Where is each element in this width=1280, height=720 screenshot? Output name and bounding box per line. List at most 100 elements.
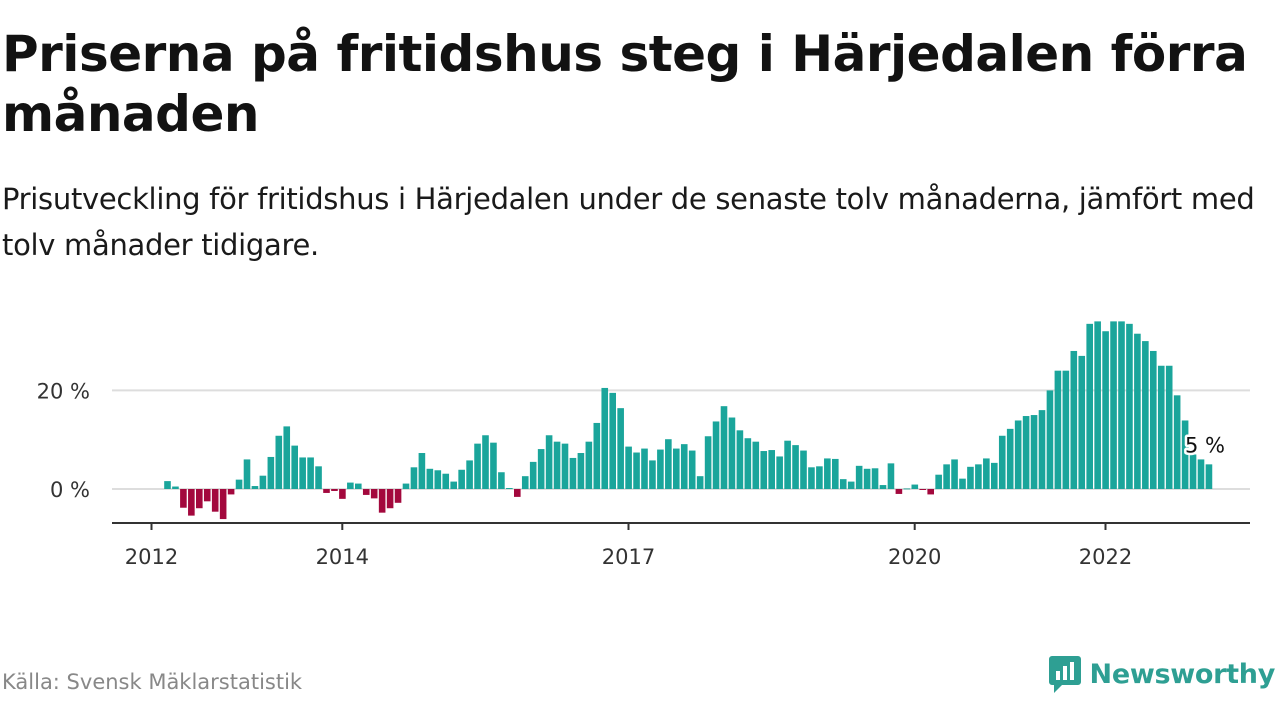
- bar: [283, 426, 291, 489]
- x-tick-label: 2012: [125, 545, 178, 569]
- bar: [601, 387, 609, 489]
- chart-bars: [164, 321, 1213, 520]
- bar: [657, 449, 664, 489]
- bar: [1062, 370, 1070, 489]
- bar: [307, 457, 314, 489]
- bar: [680, 444, 688, 489]
- bar: [267, 456, 275, 489]
- bar: [402, 483, 410, 489]
- bar: [744, 438, 752, 489]
- bar: [1118, 321, 1125, 489]
- bar: [1205, 464, 1213, 489]
- bar: [967, 466, 974, 489]
- bar: [673, 448, 680, 489]
- bar: [410, 467, 418, 489]
- bar: [593, 422, 601, 489]
- bar: [1165, 365, 1173, 489]
- bar: [649, 460, 656, 489]
- source-note: Källa: Svensk Mäklarstatistik: [2, 670, 303, 694]
- newsworthy-logo-icon: [1048, 656, 1081, 693]
- bar: [1134, 333, 1141, 489]
- bar: [1110, 321, 1117, 489]
- bar: [1094, 321, 1101, 489]
- bar: [259, 475, 267, 489]
- chart-subtitle: Prisutveckling för fritidshus i Härjedal…: [2, 182, 1255, 262]
- bar: [991, 462, 998, 489]
- bar: [434, 470, 442, 489]
- y-tick-label: 0 %: [50, 478, 90, 502]
- bar: [768, 450, 775, 489]
- bar: [203, 489, 211, 502]
- bar: [1070, 350, 1078, 489]
- bar: [839, 479, 847, 489]
- bar: [784, 440, 791, 489]
- bar: [704, 436, 712, 489]
- bar: [816, 466, 823, 489]
- bar: [482, 435, 489, 489]
- bar: [514, 489, 521, 497]
- bar: [728, 417, 736, 489]
- bar: [394, 489, 402, 503]
- bar: [1157, 365, 1165, 489]
- x-tick-label: 2020: [888, 545, 941, 569]
- bar: [895, 489, 903, 494]
- bar: [760, 451, 768, 489]
- end-value-label: 5 %: [1185, 433, 1225, 457]
- bar: [347, 482, 354, 489]
- bar: [983, 458, 990, 489]
- bar: [975, 464, 982, 489]
- bar: [696, 476, 704, 489]
- bar: [1142, 341, 1149, 489]
- x-tick-label: 2014: [316, 545, 369, 569]
- bar: [506, 488, 513, 489]
- bar: [585, 441, 593, 489]
- bar: [800, 450, 807, 489]
- bar: [855, 465, 863, 489]
- bar: [792, 445, 799, 489]
- bar: [196, 489, 203, 509]
- bar: [426, 468, 434, 489]
- bar: [545, 435, 553, 489]
- y-axis-labels: 0 % 20 %: [37, 379, 90, 502]
- bar: [355, 483, 362, 489]
- bar: [553, 441, 561, 489]
- bar: [998, 435, 1006, 489]
- bar: [1054, 370, 1062, 489]
- x-axis-labels: 2012 2014 2017 2020 2022: [125, 545, 1132, 569]
- bar: [180, 489, 187, 508]
- bar: [227, 489, 235, 495]
- bar: [911, 484, 919, 489]
- bar: [490, 442, 497, 489]
- bar: [1126, 323, 1133, 489]
- chart-title: Priserna på fritidshus steg i Härjedalen…: [2, 25, 1248, 143]
- x-tick-label: 2017: [602, 545, 655, 569]
- bar: [776, 456, 783, 489]
- bar: [847, 481, 855, 489]
- brand-name: Newsworthy: [1089, 658, 1276, 690]
- bar: [617, 408, 624, 489]
- bar: [1006, 428, 1014, 489]
- y-tick-label: 20 %: [37, 379, 90, 403]
- bar: [863, 468, 871, 489]
- bar: [1038, 410, 1046, 489]
- bar: [561, 443, 569, 489]
- bar: [1078, 355, 1086, 489]
- bar: [1173, 395, 1181, 489]
- bar: [736, 430, 744, 489]
- bar: [172, 486, 179, 489]
- bar: [1022, 416, 1030, 489]
- bar: [609, 392, 616, 489]
- bar: [712, 421, 720, 489]
- bar: [251, 486, 259, 489]
- bar: [633, 452, 640, 489]
- bar: [498, 472, 505, 489]
- bar: [466, 460, 473, 489]
- bar: [299, 457, 306, 489]
- bar: [927, 489, 934, 495]
- bar: [211, 489, 219, 512]
- bar: [903, 488, 911, 490]
- bar: [1102, 331, 1109, 489]
- bar: [625, 446, 632, 489]
- bar: [665, 439, 672, 489]
- bar: [808, 467, 815, 489]
